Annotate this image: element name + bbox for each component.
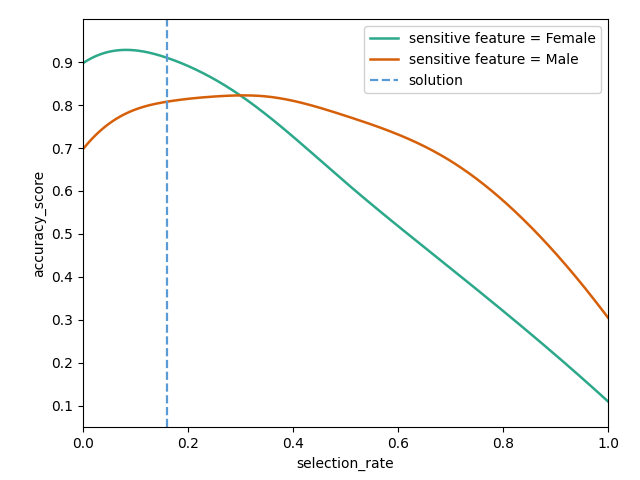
sensitive feature = Male <box>511 208 518 214</box>
sensitive feature = Male <box>333 110 340 116</box>
sensitive feature = Female <box>604 398 612 404</box>
sensitive feature = Male <box>330 109 337 115</box>
sensitive feature = Male <box>593 300 600 305</box>
Y-axis label: accuracy_score: accuracy_score <box>32 169 46 277</box>
sensitive feature = Male <box>364 120 372 126</box>
sensitive feature = Female <box>393 222 401 228</box>
sensitive feature = Female <box>330 169 337 175</box>
sensitive feature = Female <box>364 199 372 204</box>
sensitive feature = Female <box>333 172 340 178</box>
sensitive feature = Female <box>593 388 600 394</box>
sensitive feature = Female <box>511 317 518 323</box>
X-axis label: selection_rate: selection_rate <box>297 456 394 470</box>
sensitive feature = Male <box>239 93 247 98</box>
sensitive feature = Male <box>393 131 401 137</box>
sensitive feature = Male <box>79 146 87 152</box>
Legend: sensitive feature = Female, sensitive feature = Male, solution: sensitive feature = Female, sensitive fe… <box>364 26 601 93</box>
sensitive feature = Female <box>79 60 87 66</box>
Line: sensitive feature = Female: sensitive feature = Female <box>83 50 608 401</box>
sensitive feature = Male <box>604 315 612 321</box>
sensitive feature = Female <box>122 47 130 53</box>
Line: sensitive feature = Male: sensitive feature = Male <box>83 96 608 318</box>
